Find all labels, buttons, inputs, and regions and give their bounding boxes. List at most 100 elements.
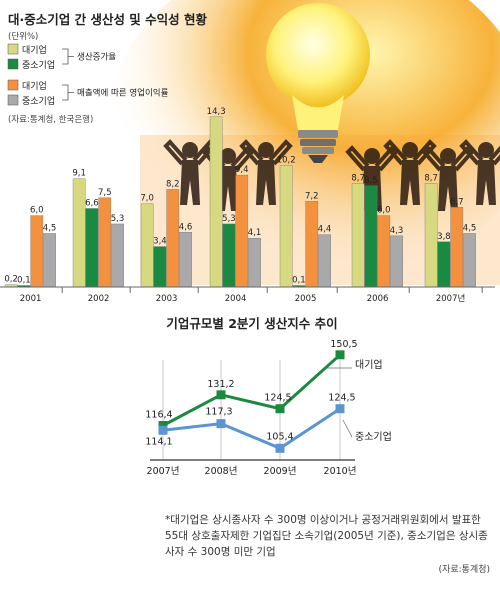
bar-series: 0,2 0,16,04,59,16,67,55,37,03,48,24,614,3… xyxy=(4,107,476,288)
point-value-label: 105,4 xyxy=(266,431,293,442)
legend-entry: 중소기업 xyxy=(22,60,55,71)
bar-value-label: 6,6 xyxy=(85,198,99,208)
bar-value-label: 7,2 xyxy=(305,191,319,201)
x-tick-label: 2009년 xyxy=(264,466,297,477)
point-value-label: 116,4 xyxy=(145,410,172,421)
bar-value-label: 10,2 xyxy=(277,156,296,166)
x-tick-label: 2005 xyxy=(295,294,317,304)
bar-value-label: 9,1 xyxy=(72,169,86,179)
bar xyxy=(85,208,99,288)
person-head-icon xyxy=(440,148,456,164)
light-bulb-icon xyxy=(266,3,370,163)
x-tick-label: 2007년 xyxy=(147,466,180,477)
bar-value-label: 4,3 xyxy=(390,226,404,236)
bar xyxy=(351,183,365,288)
person-head-icon xyxy=(258,142,274,158)
data-point xyxy=(158,421,168,431)
legend-group-label: 생산증가율 xyxy=(77,52,116,63)
bar-value-label: 6,0 xyxy=(377,206,391,216)
data-point xyxy=(275,443,285,453)
legend-entry: 대기업 xyxy=(22,45,47,56)
bar-value-label: 14,3 xyxy=(207,107,226,117)
bar xyxy=(424,183,438,288)
bar-value-label: 4,4 xyxy=(318,225,332,235)
person-head-icon xyxy=(402,142,418,158)
bar-value-label: 7,5 xyxy=(98,188,112,198)
bar xyxy=(140,203,154,288)
label-leader-line xyxy=(342,419,353,438)
point-value-label: 114,1 xyxy=(145,436,172,447)
bar xyxy=(437,241,451,288)
chart-title: 기업규모별 2분기 생산지수 추이 xyxy=(166,316,337,331)
line-series: 116,4 131,2 124,5 150,5 대기업 114,1 117,3 105,4 12… xyxy=(145,339,392,453)
legend-bracket xyxy=(62,84,74,101)
series-name-label: 중소기업 xyxy=(355,430,392,443)
bar xyxy=(43,233,56,288)
person-arms-icon xyxy=(345,145,399,172)
series-line xyxy=(162,353,342,427)
bar-value-label: 6,7 xyxy=(450,197,464,207)
bar xyxy=(30,215,44,288)
bar xyxy=(209,116,223,288)
bar xyxy=(222,223,236,288)
footnote-text: *대기업은 상시종사자 수 300명 이상이거나 공정거래위원회에서 발표한 5… xyxy=(165,514,488,558)
bar xyxy=(279,165,293,288)
bar-chart: 대·중소기업 간 생산성 및 수익성 현황 (단위%) 대기업중소기업대기업중소… xyxy=(0,12,495,304)
data-point xyxy=(275,404,285,414)
data-point xyxy=(335,404,345,414)
bar xyxy=(305,201,319,288)
bar-value-label: 0,1 xyxy=(292,276,306,286)
point-value-label: 131,2 xyxy=(207,379,234,390)
bar-value-label: 8,7 xyxy=(424,173,438,183)
x-tick-label: 2006 xyxy=(367,294,389,304)
x-tick-label: 2003 xyxy=(156,294,178,304)
legend-swatch xyxy=(7,79,19,91)
bar-value-label: 8,2 xyxy=(166,179,180,189)
footnote: *대기업은 상시종사자 수 300명 이상이거나 공정거래위원회에서 발표한 5… xyxy=(165,512,490,578)
bar-value-label: 5,3 xyxy=(222,214,236,224)
legend-entry: 대기업 xyxy=(22,81,47,92)
bar xyxy=(248,238,261,288)
point-value-label: 117,3 xyxy=(205,407,232,418)
bar-value-label: 3,8 xyxy=(437,232,451,242)
bar-value-label: 6,0 xyxy=(30,206,44,216)
legend-bracket xyxy=(62,48,74,65)
bar xyxy=(179,232,192,288)
x-axis: 2007년 2008년 2009년 2010년 xyxy=(147,459,357,477)
bar xyxy=(450,207,464,288)
legend-group-label: 매출액에 따른 영업이익률 xyxy=(77,88,169,99)
bar-value-label: 4,1 xyxy=(248,228,262,238)
bar xyxy=(318,234,331,288)
bar xyxy=(153,246,167,288)
bar-value-label: 9,4 xyxy=(235,165,249,175)
bar-value-label: 0,2 xyxy=(4,275,18,285)
bar xyxy=(235,174,249,288)
legend-swatch xyxy=(7,94,19,106)
bar xyxy=(463,233,476,288)
bar xyxy=(377,215,391,288)
bar xyxy=(166,189,180,288)
bar xyxy=(364,185,378,288)
legend-entry: 중소기업 xyxy=(22,96,55,107)
person-body-icon xyxy=(218,166,238,211)
bar-value-label: 0,1 xyxy=(17,276,31,286)
person-body-icon xyxy=(476,160,496,205)
point-value-label: 124,5 xyxy=(264,393,291,404)
person-body-icon xyxy=(400,160,420,205)
x-tick-label: 2008년 xyxy=(205,466,238,477)
data-point xyxy=(158,425,168,435)
bar-value-label: 7,0 xyxy=(140,194,154,204)
footnote-source: (자료:통계청) xyxy=(438,565,490,575)
x-tick-label: 2010년 xyxy=(324,466,357,477)
point-value-label: 124,5 xyxy=(328,393,355,404)
person-body-icon xyxy=(180,160,200,205)
legend-swatch xyxy=(7,58,19,70)
unit-label: (단위%) xyxy=(8,31,38,42)
x-tick-label: 2007년 xyxy=(436,293,465,304)
series-line xyxy=(162,407,341,450)
person-head-icon xyxy=(364,148,380,164)
bar-value-label: 4,6 xyxy=(179,222,193,232)
bar-value-label: 8,5 xyxy=(364,176,378,186)
point-value-label: 150,5 xyxy=(330,339,357,350)
